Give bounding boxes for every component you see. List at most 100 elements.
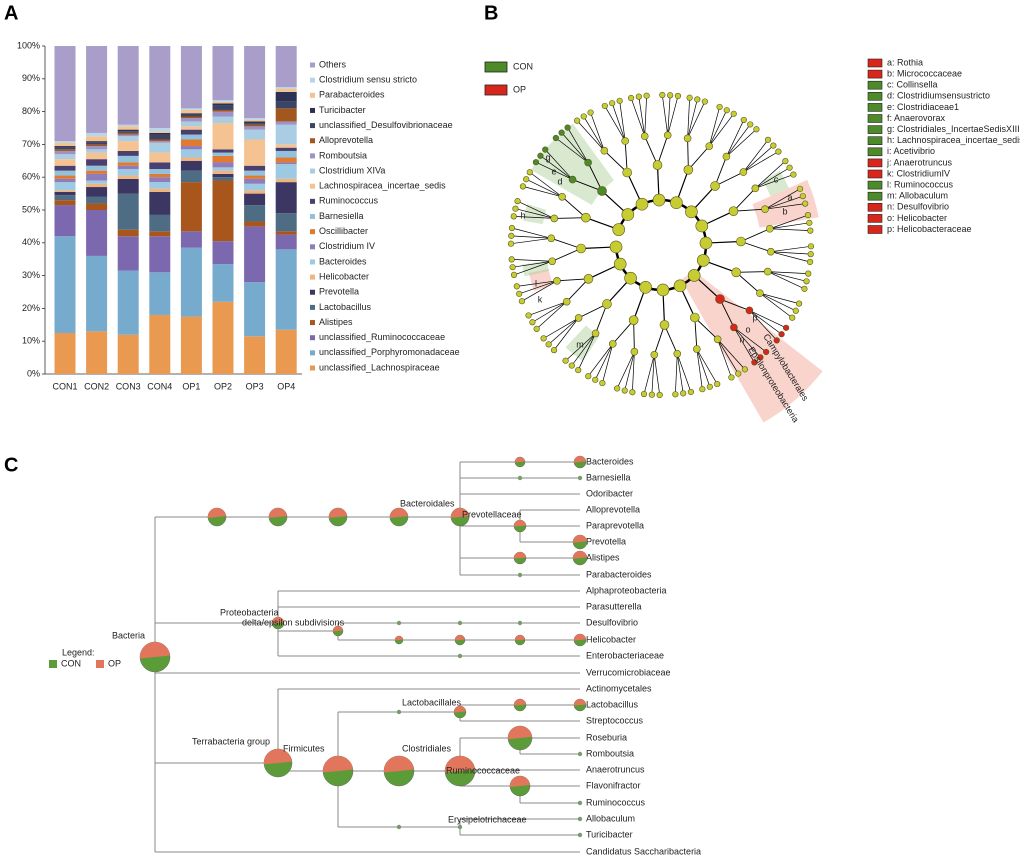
legend-label: Barnesiella — [319, 211, 364, 221]
y-tick-label: 40% — [22, 237, 40, 247]
bar-segment — [244, 205, 266, 222]
bar-segment — [212, 109, 234, 112]
legend-label: a: Rothia — [887, 57, 923, 67]
tree-edge — [717, 339, 746, 370]
tree-edge — [611, 103, 626, 142]
tree-edge — [749, 310, 782, 335]
tree-edge — [535, 161, 573, 180]
node-glyph — [453, 705, 466, 713]
bar-segment — [86, 183, 108, 188]
bar-segment — [212, 100, 234, 102]
bar-segment — [149, 134, 171, 140]
bar-segment — [54, 46, 76, 142]
clade-label: delta/epsilon subdivisions — [242, 617, 345, 627]
leaf-label: Paraprevotella — [586, 520, 644, 530]
taxon-node — [796, 185, 804, 192]
leaf-label: Alloprevotella — [586, 504, 640, 514]
legend-label: Lachnospiracea_incertae_sedis — [319, 181, 446, 191]
bar-segment — [244, 121, 266, 124]
taxon-node — [730, 323, 738, 332]
bar-segment — [86, 165, 108, 171]
tree-edge — [764, 188, 801, 210]
tree-edge — [743, 145, 774, 173]
tree-edge — [511, 235, 552, 239]
tree-edge — [532, 301, 567, 323]
taxon-node — [650, 350, 659, 359]
clade-label: Lactobacillales — [402, 697, 462, 707]
tree-edge — [696, 348, 703, 390]
bar-segment — [275, 249, 297, 330]
taxon-node — [635, 93, 642, 100]
bar-segment — [54, 141, 76, 143]
tree-edge — [511, 227, 552, 239]
bar-segment — [86, 196, 108, 204]
tree-edge — [733, 327, 761, 358]
taxon-node — [792, 307, 799, 314]
legend-swatch — [867, 158, 883, 168]
bar-segment — [275, 101, 297, 109]
tree-edge — [726, 128, 757, 157]
taxon-node — [587, 109, 594, 116]
bar-segment — [86, 144, 108, 147]
bar-segment — [212, 180, 234, 242]
panel-label: A — [4, 2, 18, 24]
y-tick-label: 20% — [22, 303, 40, 313]
taxon-node — [778, 331, 785, 338]
bar-segment — [244, 190, 266, 194]
tree-edge — [708, 110, 728, 147]
bar-segment — [244, 178, 266, 184]
taxon-node — [761, 205, 769, 213]
bar-segment — [149, 191, 171, 215]
tree-edge — [644, 95, 647, 137]
taxon-node — [516, 290, 523, 297]
legend-swatch — [310, 183, 315, 189]
tree-edge — [687, 101, 706, 139]
bar-segment — [149, 169, 171, 174]
legend-swatch — [867, 147, 883, 157]
taxon-node — [751, 359, 758, 366]
leaf-label: Streptococcus — [586, 715, 644, 725]
bar-segment — [275, 87, 297, 89]
node-glyph — [577, 751, 583, 757]
tree-edge — [759, 292, 793, 319]
tree-edge — [604, 105, 626, 142]
bar-segment — [180, 157, 202, 161]
node-glyph — [396, 620, 402, 626]
taxon-node — [562, 297, 571, 306]
taxon-node — [568, 175, 577, 184]
bar-segment — [180, 139, 202, 147]
taxon-node — [770, 142, 777, 149]
taxon-node — [575, 366, 582, 374]
legend-label: unclassified_Desulfovibrionaceae — [319, 120, 453, 130]
tree-edge — [517, 200, 555, 219]
taxon-node — [806, 258, 814, 266]
taxon-node — [722, 152, 731, 161]
tree-edge — [667, 95, 671, 136]
bar-segment — [117, 193, 139, 230]
taxon-node — [730, 110, 737, 117]
bar-segment — [86, 173, 108, 181]
bar-segment — [180, 160, 202, 171]
taxon-node — [643, 92, 650, 99]
taxon-node — [564, 124, 571, 131]
sector-label: o — [745, 324, 750, 334]
legend-swatch — [310, 320, 315, 326]
legend-label: f: Anaerovorax — [887, 113, 946, 123]
legend-label: g: Clostridiales_IncertaeSedisXIII — [887, 124, 1020, 134]
tree-edge — [555, 137, 589, 163]
bar-segment — [212, 101, 234, 104]
bar-segment — [212, 123, 234, 150]
taxon-node — [630, 347, 639, 356]
legend-swatch — [310, 304, 315, 310]
taxon-node — [523, 176, 530, 183]
taxon-node — [731, 267, 741, 278]
taxon-node — [614, 385, 621, 392]
taxon-node — [807, 243, 815, 250]
legend-label: l: Ruminococcus — [887, 179, 954, 189]
tree-edge — [553, 317, 579, 351]
taxon-node — [670, 196, 683, 210]
legend-swatch — [310, 274, 315, 280]
legend-label: Alistipes — [319, 317, 353, 327]
x-tick-label: OP2 — [214, 381, 232, 391]
node-glyph — [509, 775, 530, 787]
